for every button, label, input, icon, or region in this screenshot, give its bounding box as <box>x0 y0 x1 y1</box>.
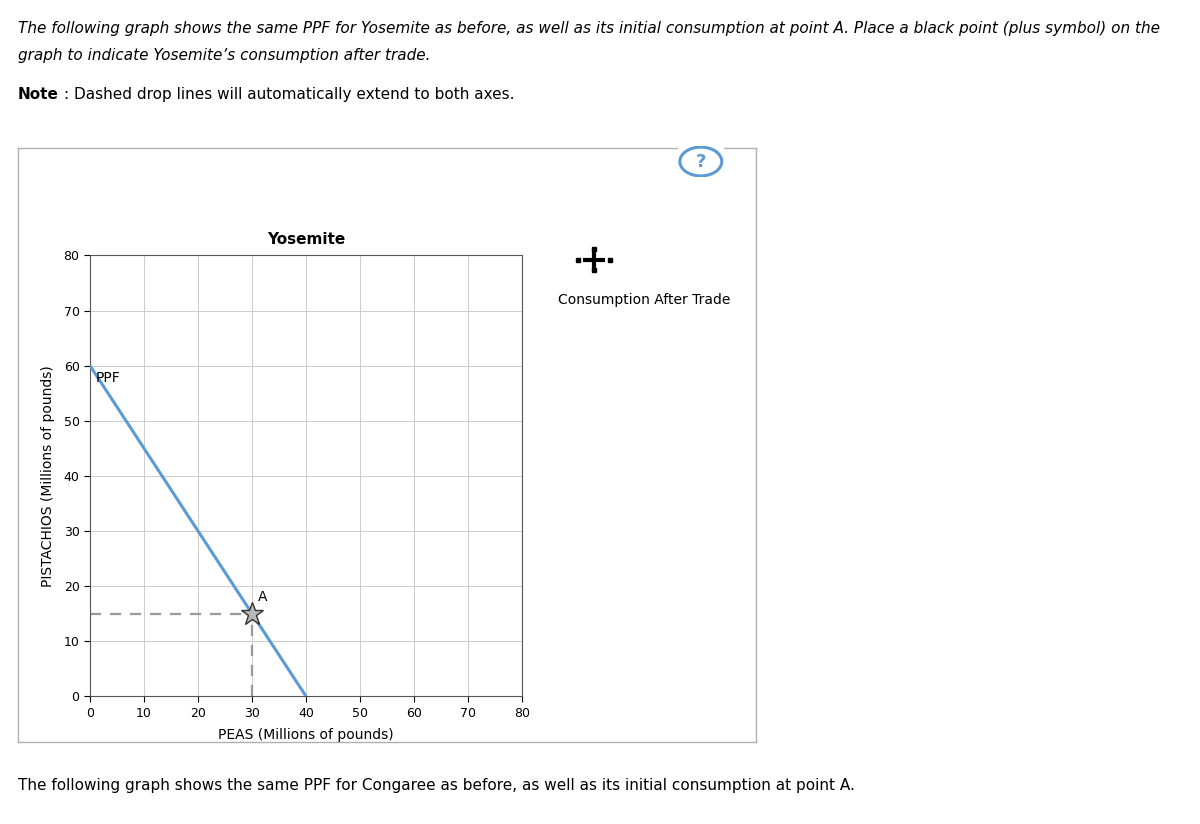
X-axis label: PEAS (Millions of pounds): PEAS (Millions of pounds) <box>218 728 394 742</box>
Title: Yosemite: Yosemite <box>266 232 346 247</box>
Text: Note: Note <box>18 87 59 101</box>
Text: graph to indicate Yosemite’s consumption after trade.: graph to indicate Yosemite’s consumption… <box>18 48 431 63</box>
Text: : Dashed drop lines will automatically extend to both axes.: : Dashed drop lines will automatically e… <box>64 87 514 101</box>
Text: ?: ? <box>696 152 706 171</box>
Text: A: A <box>257 590 266 604</box>
Text: The following graph shows the same PPF for Yosemite as before, as well as its in: The following graph shows the same PPF f… <box>18 21 1160 35</box>
Text: The following graph shows the same PPF for Congaree as before, as well as its in: The following graph shows the same PPF f… <box>18 778 854 793</box>
Y-axis label: PISTACHIOS (Millions of pounds): PISTACHIOS (Millions of pounds) <box>41 365 55 587</box>
Text: Consumption After Trade: Consumption After Trade <box>558 293 731 307</box>
Text: PPF: PPF <box>96 371 120 385</box>
